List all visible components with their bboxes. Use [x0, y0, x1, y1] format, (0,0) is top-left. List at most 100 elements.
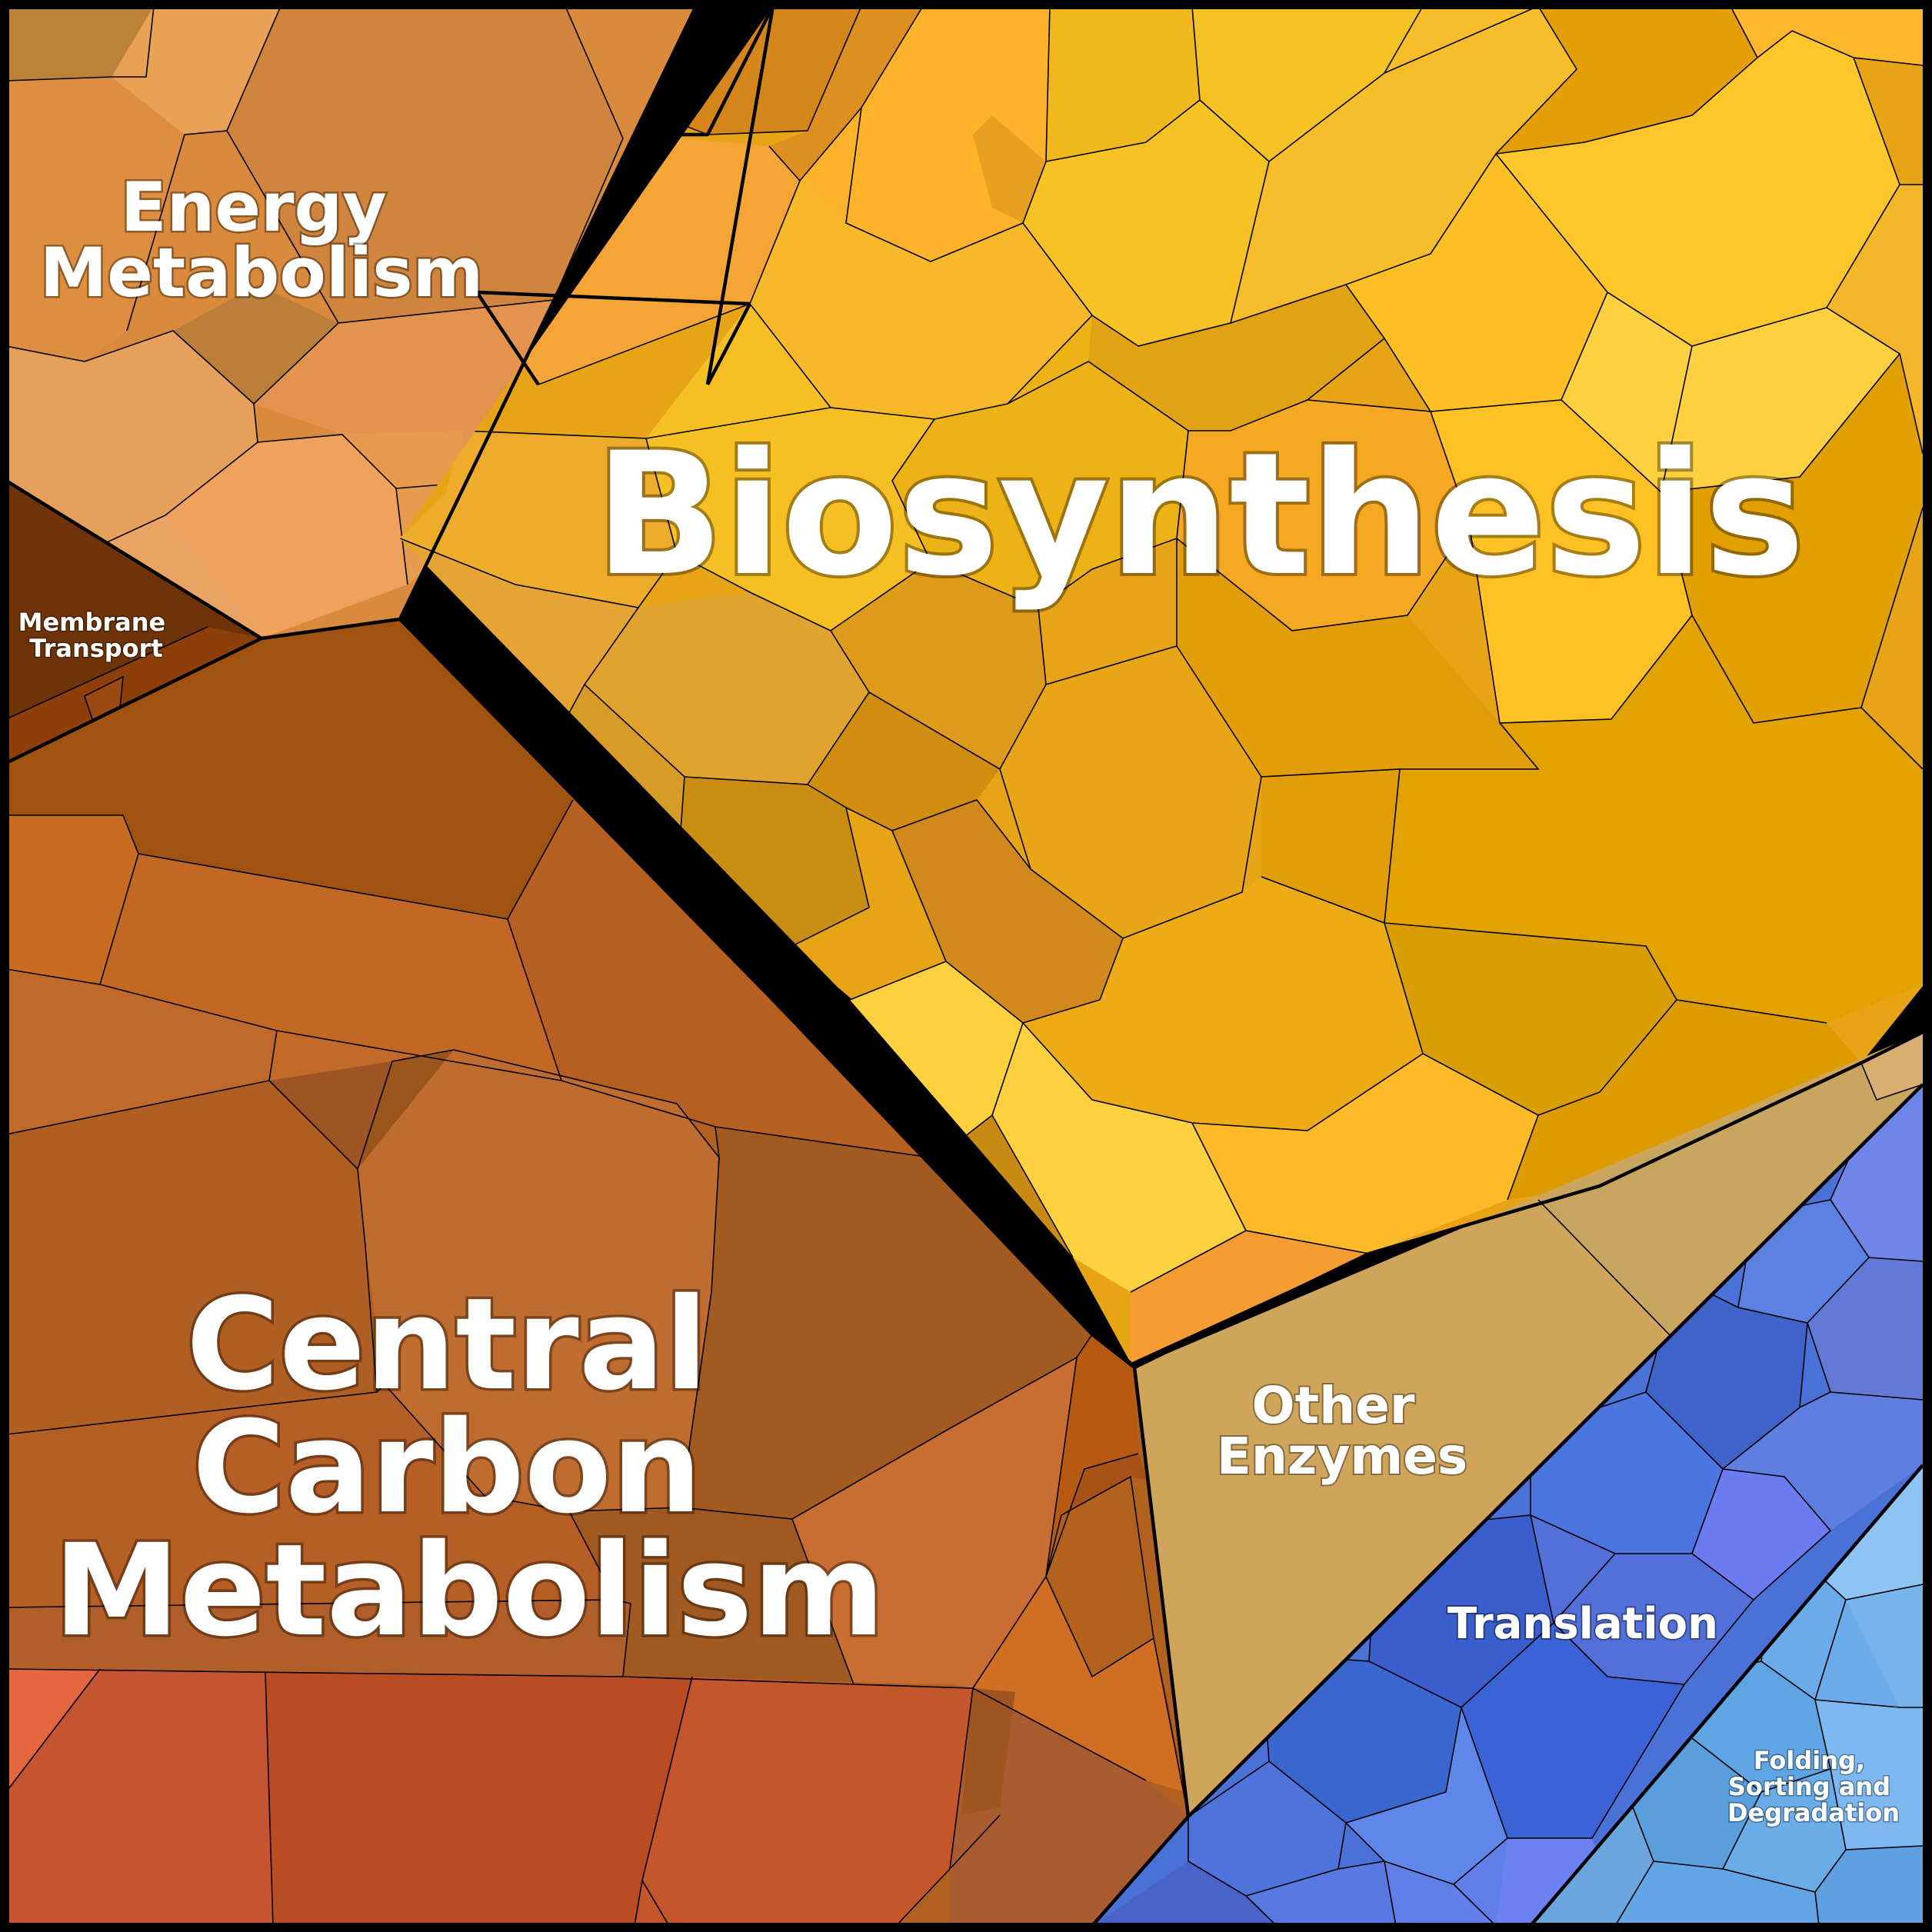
cell [992, 1023, 1246, 1292]
label-ccm-line-3: Metabolism [53, 1517, 884, 1664]
label-other-line-1: Other [1252, 1376, 1415, 1435]
cell [1615, 1861, 1819, 1926]
label-folding-line-1: Folding, [1754, 1746, 1865, 1775]
cell [1861, 1032, 1923, 1100]
cell [1646, 1277, 1807, 1469]
cell [646, 304, 934, 631]
cell [892, 315, 1188, 608]
cell [800, 6, 1050, 261]
cell [892, 800, 1123, 1023]
cell [508, 800, 931, 1158]
cell [792, 1357, 1077, 1688]
cell [6, 627, 261, 763]
cell [1431, 400, 1692, 723]
cell [265, 1673, 692, 1926]
cell [1023, 877, 1423, 1131]
cell [1531, 1392, 1723, 1554]
cell [1830, 1084, 1923, 1261]
label-membrane-line-2: Transport [29, 634, 162, 663]
cell [1177, 400, 1469, 631]
cell [973, 115, 1046, 223]
cell [1046, 6, 1200, 162]
cell [477, 135, 800, 385]
cell [227, 6, 623, 323]
label-translation-line: Translation [1447, 1599, 1718, 1649]
cell [1384, 923, 1677, 1115]
cell [6, 77, 185, 361]
cell [112, 6, 281, 135]
cell [85, 677, 123, 719]
cell [269, 1061, 392, 1169]
cell [1131, 1231, 1369, 1363]
label-membrane-line-1: Membrane [18, 608, 166, 637]
cell [173, 285, 338, 404]
cell [1192, 6, 1423, 162]
cell [769, 6, 923, 181]
label-folding-line-3: Degradation [1727, 1798, 1900, 1827]
label-other-enzymes: Other Enzymes [1217, 1376, 1467, 1486]
cell [1177, 538, 1538, 923]
label-other-line-2: Enzymes [1217, 1427, 1467, 1486]
cell [1827, 185, 1923, 454]
cell [1846, 1584, 1923, 1707]
cell [750, 181, 1092, 419]
cell [1246, 1861, 1396, 1926]
label-energy-line-1: Energy [121, 168, 387, 247]
cell [358, 1050, 719, 1511]
cell [1507, 1000, 1861, 1200]
cell [1661, 354, 1923, 723]
cell [6, 1384, 615, 1607]
cell [961, 1688, 1015, 1815]
cell [1496, 1838, 1600, 1926]
cell [6, 1600, 631, 1677]
cell [950, 1688, 1188, 1926]
cell [850, 961, 1023, 1169]
cell [808, 692, 1000, 831]
label-ccm-line-2: Carbon [192, 1394, 702, 1541]
cell [6, 331, 258, 561]
cell [1046, 1477, 1154, 1677]
label-central-carbon-metabolism: Central Carbon Metabolism [53, 1271, 884, 1664]
label-energy-line-2: Metabolism [40, 233, 484, 312]
cell [1231, 6, 1577, 323]
cell [6, 6, 154, 81]
cell [1815, 1700, 1923, 1850]
cell [1538, 1032, 1923, 1338]
cell [1092, 1861, 1277, 1926]
cell [6, 815, 138, 984]
cell [6, 969, 277, 1134]
cell [585, 592, 869, 784]
cell [635, 1677, 973, 1926]
region-borders [5, 5, 1924, 1927]
cell [1730, 6, 1923, 65]
cell [1561, 292, 1900, 492]
cell [165, 435, 408, 638]
label-biosynthesis: Biosynthesis [595, 416, 1805, 613]
cell [1692, 1469, 1830, 1600]
cell [6, 1669, 273, 1926]
cell [1000, 646, 1261, 938]
cell [1723, 1392, 1923, 1531]
cell [1496, 31, 1900, 346]
label-folding-line-2: Sorting and [1728, 1772, 1890, 1801]
cell [1815, 1846, 1923, 1926]
cell [1346, 154, 1607, 411]
label-ccm-line-1: Central [186, 1271, 708, 1418]
cell [831, 561, 1046, 769]
label-energy-metabolism: Energy Metabolism [40, 168, 484, 312]
cell [1346, 1707, 1507, 1884]
cell [6, 1081, 377, 1434]
cell [1188, 1761, 1346, 1896]
label-membrane-transport: Membrane Transport [18, 608, 175, 663]
label-biosynthesis-line: Biosynthesis [595, 416, 1805, 613]
cell [1046, 1334, 1138, 1577]
label-translation: Translation [1447, 1599, 1718, 1649]
cell [1531, 1515, 1754, 1684]
cell [1461, 1623, 1684, 1838]
cell [1023, 100, 1269, 346]
cell [569, 1507, 973, 1688]
cell [100, 854, 561, 1081]
cell [1723, 1769, 1846, 1892]
